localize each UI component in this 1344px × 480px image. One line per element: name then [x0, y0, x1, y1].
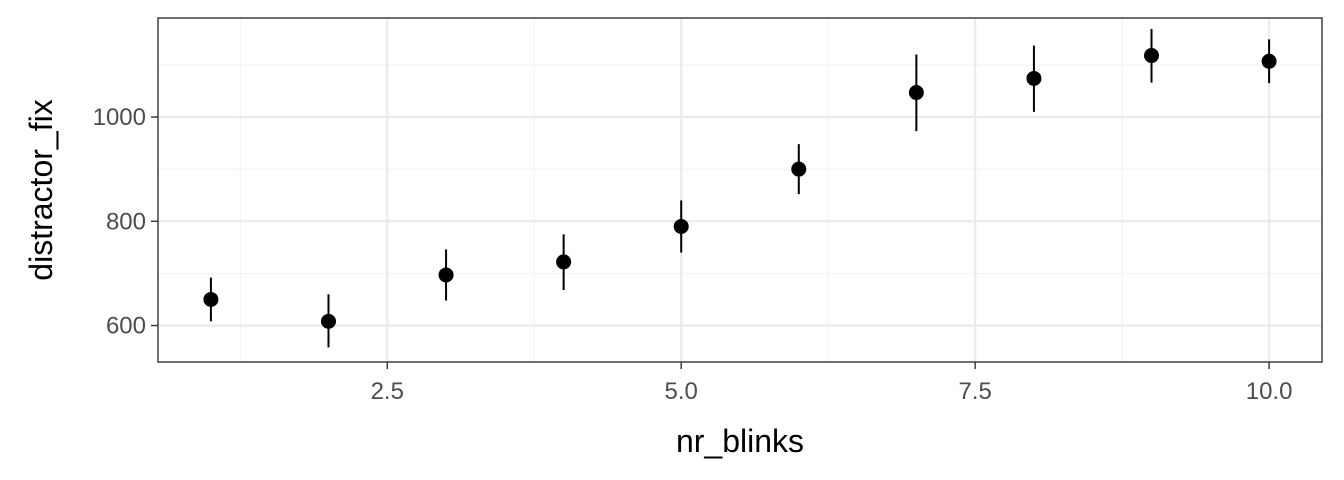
data-point [791, 161, 807, 177]
data-point [203, 291, 219, 307]
data-point [673, 218, 689, 234]
x-tick-label: 2.5 [371, 378, 404, 405]
panel-background [158, 18, 1322, 362]
x-axis: 2.5 5.0 7.5 10.0 [371, 362, 1293, 405]
data-point [438, 267, 454, 283]
y-tick-label: 800 [106, 208, 146, 235]
x-tick-label: 10.0 [1246, 378, 1293, 405]
data-point [320, 313, 336, 329]
x-tick-label: 5.0 [665, 378, 698, 405]
data-point [908, 85, 924, 101]
data-marks [203, 28, 1277, 348]
panel-border [157, 17, 1323, 363]
grid-minor [158, 18, 1322, 362]
data-point [556, 254, 572, 270]
y-axis-title: distractor_fix [23, 99, 59, 280]
y-tick-label: 1000 [93, 104, 146, 131]
data-point [1144, 48, 1160, 64]
y-tick-label: 600 [106, 313, 146, 340]
x-axis-title: nr_blinks [676, 423, 804, 459]
x-tick-label: 7.5 [958, 378, 991, 405]
y-axis: 600 800 1000 [93, 104, 158, 340]
data-point [1026, 70, 1042, 86]
data-point [1261, 53, 1277, 69]
